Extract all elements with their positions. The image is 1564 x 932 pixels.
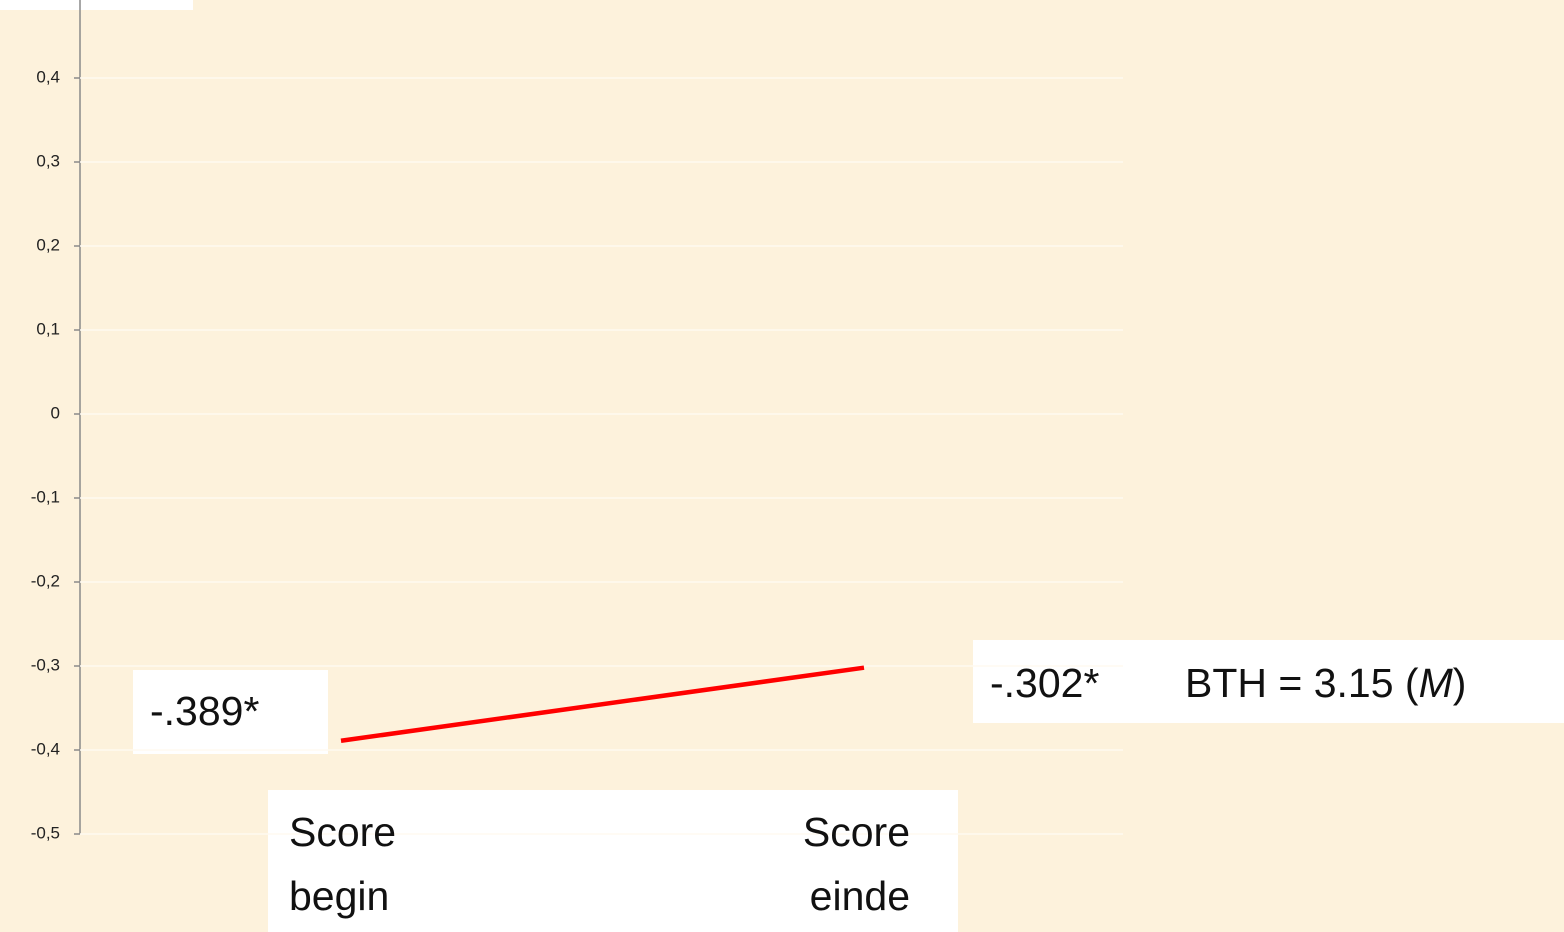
y-tick-label: 0,2 xyxy=(36,235,60,254)
y-tick-label: 0,1 xyxy=(36,319,60,338)
x-tick-label: Score xyxy=(803,809,910,855)
data-label: -.302* xyxy=(990,660,1099,706)
annotation-part: ) xyxy=(1453,660,1467,706)
y-tick-label: -0,3 xyxy=(31,655,60,674)
x-tick-label: einde xyxy=(810,873,910,919)
data-label: -.389* xyxy=(150,688,259,734)
top-box xyxy=(0,0,193,10)
category-box xyxy=(268,790,958,932)
annotation: BTH = 3.15 (M) xyxy=(1185,660,1466,706)
x-tick-label: begin xyxy=(289,873,389,919)
data-line xyxy=(340,665,865,743)
y-tick-label: 0,4 xyxy=(36,67,60,86)
label-box xyxy=(973,640,1564,723)
y-tick-label: -0,5 xyxy=(31,823,60,842)
y-tick-label: 0,3 xyxy=(36,151,60,170)
y-tick-label: -0,4 xyxy=(31,739,60,758)
label-box xyxy=(133,670,328,754)
annotation-part: BTH = 3.15 ( xyxy=(1185,660,1419,706)
y-tick-label: -0,1 xyxy=(31,487,60,506)
x-tick-label: Score xyxy=(289,809,396,855)
y-tick-label: -0,2 xyxy=(31,571,60,590)
annotation-part: M xyxy=(1419,660,1454,706)
y-tick-label: 0 xyxy=(51,403,60,422)
